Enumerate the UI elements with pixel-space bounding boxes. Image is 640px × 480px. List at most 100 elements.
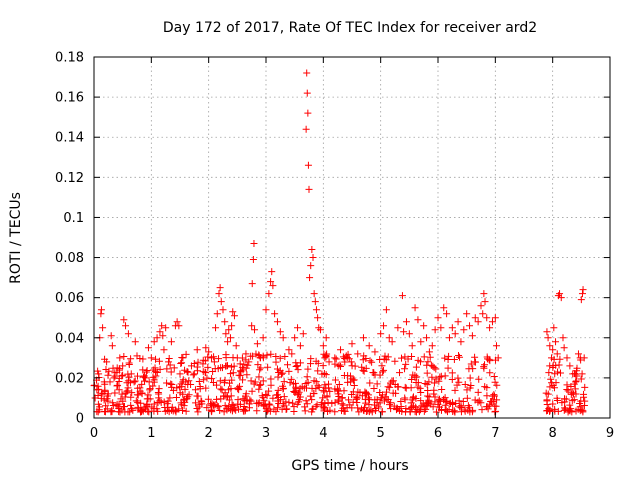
- data-point: [366, 379, 374, 387]
- data-point: [467, 360, 475, 368]
- data-point: [354, 404, 362, 412]
- data-point: [241, 407, 249, 415]
- data-point: [417, 338, 425, 346]
- data-point: [285, 346, 293, 354]
- data-point: [412, 394, 420, 402]
- data-point: [314, 382, 322, 390]
- data-point: [466, 408, 474, 416]
- data-point: [384, 383, 392, 391]
- data-point: [156, 328, 164, 336]
- data-point: [453, 381, 461, 389]
- data-point: [116, 354, 124, 362]
- data-point: [377, 330, 385, 338]
- x-tick-label: 6: [434, 426, 442, 441]
- data-point: [165, 358, 173, 366]
- data-point: [183, 395, 191, 403]
- data-point: [110, 374, 118, 382]
- data-point: [335, 380, 343, 388]
- data-point: [420, 322, 428, 330]
- data-point: [561, 405, 569, 413]
- data-point: [377, 394, 385, 402]
- data-point: [203, 404, 211, 412]
- data-point: [577, 296, 585, 304]
- data-point: [113, 364, 121, 372]
- data-point: [265, 290, 273, 298]
- data-point: [366, 357, 374, 365]
- data-point: [240, 360, 248, 368]
- data-point: [242, 392, 250, 400]
- data-point: [486, 369, 494, 377]
- data-point: [321, 381, 329, 389]
- data-point: [182, 407, 190, 415]
- data-point: [177, 383, 185, 391]
- data-point: [181, 366, 189, 374]
- data-point: [247, 377, 255, 385]
- data-point: [285, 398, 293, 406]
- data-point: [281, 353, 289, 361]
- data-point: [138, 390, 146, 398]
- data-point: [411, 304, 419, 312]
- data-point: [163, 365, 171, 373]
- data-point: [412, 403, 420, 411]
- plot-frame: [93, 56, 611, 419]
- data-point: [444, 356, 452, 364]
- data-point: [481, 298, 489, 306]
- data-point: [194, 358, 202, 366]
- data-point: [265, 387, 273, 395]
- data-point: [483, 392, 491, 400]
- data-point: [456, 403, 464, 411]
- data-point: [250, 380, 258, 388]
- data-point: [259, 334, 267, 342]
- data-point: [549, 364, 557, 372]
- data-point: [179, 390, 187, 398]
- data-point: [267, 375, 275, 383]
- data-point: [93, 386, 101, 394]
- data-point: [193, 363, 201, 371]
- data-point: [354, 350, 362, 358]
- data-point: [108, 406, 116, 414]
- data-point: [111, 389, 119, 397]
- data-point: [177, 360, 185, 368]
- x-tick-label: 0: [90, 426, 98, 441]
- data-point: [553, 396, 561, 404]
- data-point: [159, 332, 167, 340]
- data-point: [99, 324, 107, 332]
- data-point: [277, 370, 285, 378]
- data-point: [580, 354, 588, 362]
- data-point: [139, 366, 147, 374]
- data-point: [309, 254, 317, 262]
- data-point: [579, 407, 587, 415]
- data-point: [431, 393, 439, 401]
- data-point: [359, 334, 367, 342]
- data-point: [255, 385, 263, 393]
- data-point: [189, 371, 197, 379]
- data-point: [139, 355, 147, 363]
- data-point: [150, 405, 158, 413]
- data-point: [572, 390, 580, 398]
- data-point: [378, 362, 386, 370]
- data-point: [304, 109, 312, 117]
- data-point: [328, 399, 336, 407]
- data-point: [434, 314, 442, 322]
- data-point: [340, 387, 348, 395]
- data-point: [120, 352, 128, 360]
- data-point: [320, 388, 328, 396]
- data-point: [161, 407, 169, 415]
- y-tick-label: 0.04: [55, 331, 84, 346]
- data-point: [457, 408, 465, 416]
- data-point: [233, 354, 241, 362]
- data-point: [324, 407, 332, 415]
- data-point: [461, 380, 469, 388]
- data-point: [560, 344, 568, 352]
- data-point: [460, 326, 468, 334]
- data-point: [474, 388, 482, 396]
- data-point: [481, 361, 488, 369]
- data-point: [227, 406, 235, 414]
- y-tick-labels: 0 0.02 0.04 0.06 0.08 0.1 0.12 0.14 0.16 0.18: [55, 51, 84, 427]
- axis-ticks: [93, 56, 611, 419]
- data-point: [451, 408, 459, 416]
- data-point: [347, 358, 355, 366]
- data-point: [202, 344, 210, 352]
- data-point: [480, 290, 488, 298]
